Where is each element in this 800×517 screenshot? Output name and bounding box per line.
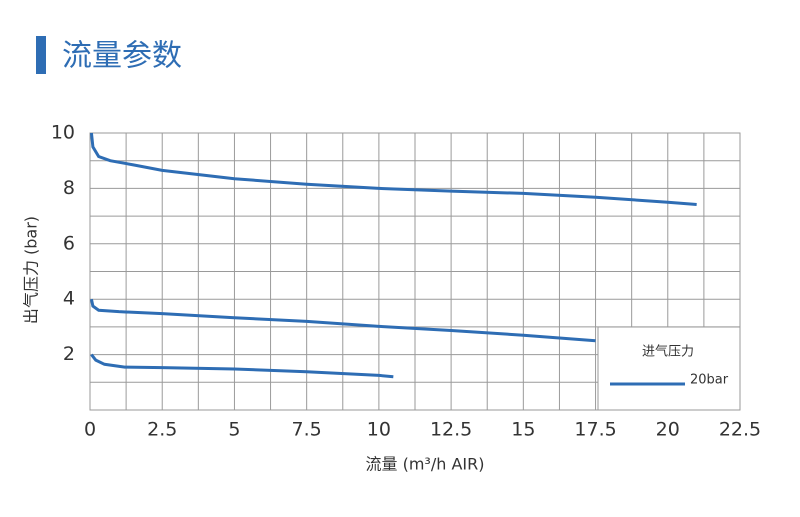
x-axis-label: 流量 (m³/h AIR) <box>366 455 485 474</box>
title-bar <box>36 36 46 74</box>
y-tick-label: 6 <box>63 232 75 254</box>
x-tick-label: 10 <box>367 419 391 441</box>
y-tick-label: 4 <box>63 288 75 310</box>
line-series <box>89 132 697 206</box>
legend-title: 进气压力 <box>642 344 694 360</box>
y-tick-label: 8 <box>63 177 75 199</box>
y-axis-label: 出气压力 (bar) <box>22 216 41 324</box>
x-tick-label: 15 <box>511 419 535 441</box>
line-series <box>89 298 596 343</box>
x-tick-label: 7.5 <box>292 419 322 441</box>
x-tick-label: 12.5 <box>430 419 472 441</box>
y-tick-label: 2 <box>63 343 75 365</box>
x-tick-label: 17.5 <box>574 419 616 441</box>
x-tick-label: 2.5 <box>147 419 177 441</box>
x-tick-label: 5 <box>228 419 240 441</box>
legend-box <box>597 326 741 411</box>
x-tick-label: 0 <box>84 419 96 441</box>
legend-label: 20bar <box>690 373 729 388</box>
line-series <box>90 353 394 379</box>
x-tick-label: 20 <box>656 419 680 441</box>
y-tick-label: 10 <box>51 122 75 144</box>
x-tick-label: 22.5 <box>719 419 761 441</box>
chart-title: 流量参数 <box>62 39 182 74</box>
